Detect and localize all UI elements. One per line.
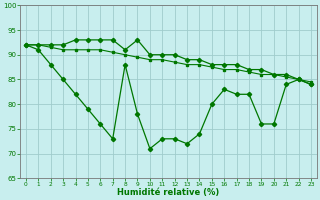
X-axis label: Humidité relative (%): Humidité relative (%) [117,188,220,197]
